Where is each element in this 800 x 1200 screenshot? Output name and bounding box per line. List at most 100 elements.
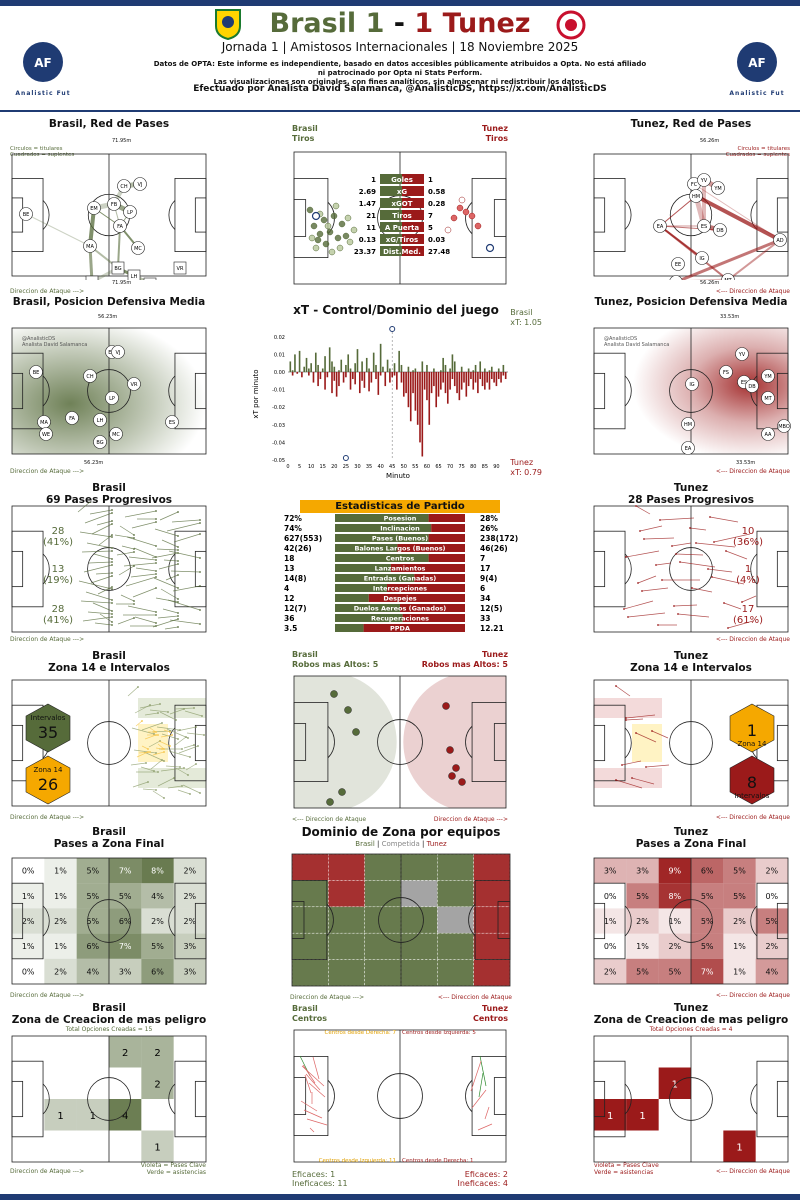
player-node <box>735 347 749 361</box>
dominance-cell <box>364 853 402 881</box>
arrow-head <box>155 545 157 547</box>
xt-home-bar <box>375 364 377 372</box>
xt-away-bar <box>368 372 370 392</box>
arrow-head <box>161 759 163 761</box>
heat-cell <box>173 883 206 909</box>
arrow-head <box>161 722 163 724</box>
pass-link <box>695 194 781 242</box>
arrow-head <box>133 534 135 536</box>
player-label: ES <box>169 420 175 426</box>
arrow-head <box>707 568 709 570</box>
xt-home-bar <box>474 364 477 372</box>
away-shot <box>444 226 452 234</box>
dominance-cell <box>328 959 365 987</box>
arrow-head <box>177 549 179 551</box>
arrow-head <box>155 587 157 589</box>
pass-arrow <box>182 784 201 794</box>
xt-away-bar <box>402 372 405 397</box>
shot-row-away: 7 <box>428 212 433 220</box>
away-crosses-team: Tunez <box>481 1004 508 1013</box>
xt-away-bar <box>312 372 315 383</box>
arrow-head <box>199 623 201 625</box>
six-yard-left <box>593 372 606 410</box>
arrow-head <box>195 726 197 728</box>
shot-row-away: 5 <box>428 224 433 232</box>
heat-value: 8% <box>668 892 681 901</box>
pass-arrow <box>124 510 157 518</box>
six-yard-right <box>493 199 507 237</box>
heat-cell <box>755 858 788 884</box>
arrow-head <box>111 621 113 623</box>
heat-value: 6% <box>119 917 132 926</box>
home-shot <box>334 234 342 242</box>
player-label: AD <box>776 238 783 244</box>
prog-zone-n: 1 <box>744 564 752 575</box>
arrow-head <box>155 559 157 561</box>
arrow-head <box>155 562 157 564</box>
xt-away-bar <box>474 372 477 383</box>
xt-away-bar <box>301 372 303 378</box>
penalty-arc-right <box>168 200 176 230</box>
home-recovery <box>344 706 352 714</box>
shot-row-away: 0.03 <box>428 236 445 244</box>
heat-value: 5% <box>86 917 99 926</box>
pass-arrow <box>156 726 181 731</box>
player-label: CH <box>120 184 127 190</box>
legend-home: Brasil <box>355 840 375 848</box>
arrow-head <box>177 598 179 600</box>
heat-value: 5% <box>668 967 681 976</box>
player-label: YV <box>700 178 708 184</box>
arrow-head <box>169 731 171 733</box>
home-recovery <box>352 728 360 736</box>
away-shot <box>450 214 458 222</box>
xt-home-bar <box>303 366 306 372</box>
penalty-arc-right <box>465 201 473 235</box>
arrow-head <box>623 608 625 610</box>
heat-value: 2% <box>54 967 67 976</box>
heat-cell <box>109 933 142 959</box>
arrow-head <box>111 588 113 590</box>
arrow-head <box>163 797 165 799</box>
stat-bar-home <box>335 554 429 562</box>
away-prog-title: Tunez 28 Pases Progresivos <box>590 482 792 506</box>
legend-assists: Verde = asistencias <box>594 1169 654 1176</box>
brasil-crest-icon <box>215 9 241 40</box>
arrow-head <box>163 748 165 750</box>
arrow-head <box>111 534 113 536</box>
away-prog-pitch <box>593 505 789 633</box>
pass-arrow <box>117 617 135 625</box>
xt-away-bar <box>460 372 463 390</box>
xt-home-bar <box>393 363 396 372</box>
heat-cell <box>658 858 691 884</box>
away-high-zone <box>403 676 506 808</box>
away-cross-effective: Eficaces: 2 <box>464 1170 508 1179</box>
analistic-logo-icon: AF <box>737 42 777 82</box>
stat-home: 627(553) <box>284 534 322 543</box>
arrow-head <box>147 748 149 750</box>
shot-bar-home <box>380 246 402 256</box>
home-network-legend: Circulos = titulares Cuadrados = suplent… <box>10 146 74 158</box>
xt-home-bar <box>453 361 456 372</box>
pass-arrow <box>635 505 651 515</box>
heat-cell <box>109 858 142 884</box>
arrow-head <box>137 686 139 688</box>
pitch-lines <box>293 1029 507 1163</box>
player-node <box>83 239 97 253</box>
legend-starters: Circulos = titulares <box>737 146 791 152</box>
home-cross <box>303 1109 323 1119</box>
heat-value: 0% <box>22 967 35 976</box>
home-def-marks: BEEMVJCHVRLPMAFALHWEMCBGES <box>29 345 179 449</box>
away-cross <box>470 1060 482 1092</box>
heat-value: 5% <box>733 892 746 901</box>
y-tick: 0.02 <box>274 335 285 341</box>
xt-away-bar <box>326 372 329 378</box>
pass-arrow <box>637 575 657 584</box>
danger-cell <box>626 1099 659 1131</box>
stat-bar-away <box>428 514 465 522</box>
away-recoveries-count: Robos mas Altos: 5 <box>421 660 508 669</box>
player-label: MC <box>134 246 142 252</box>
pass-arrow <box>631 777 655 785</box>
xt-home-bar <box>449 368 451 372</box>
arrow-head <box>635 505 637 507</box>
